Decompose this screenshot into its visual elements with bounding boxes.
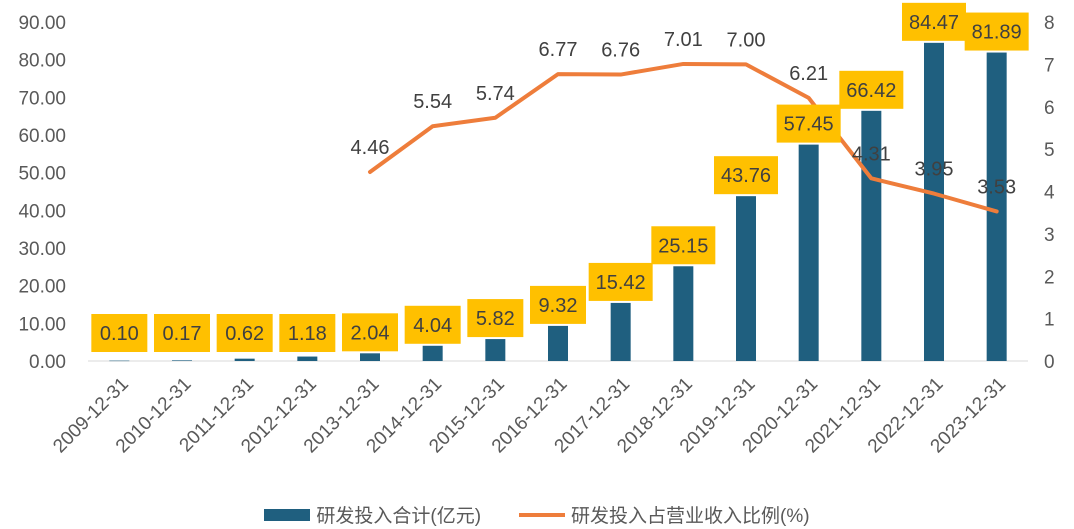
y-left-tick-label: 80.00 — [18, 51, 66, 72]
y-right-tick-label: 2 — [1044, 267, 1055, 288]
bar-data-label: 2.04 — [351, 322, 390, 344]
line-data-label: 7.00 — [727, 29, 766, 51]
line-data-label: 5.74 — [476, 83, 515, 105]
bar-label-box — [404, 305, 461, 344]
y-right-tick-label: 0 — [1044, 352, 1055, 373]
line-data-label: 6.21 — [789, 63, 828, 85]
legend: 研发投入合计(亿元) 研发投入占营业收入比例(%) — [0, 500, 1074, 529]
line-data-label: 3.95 — [915, 159, 954, 181]
bar-label-box — [839, 70, 904, 109]
bar-data-label: 81.89 — [972, 22, 1022, 44]
bar-label-box — [530, 285, 586, 324]
bar[interactable] — [485, 339, 506, 361]
bar-data-label: 9.32 — [539, 295, 578, 317]
y-left-tick-label: 50.00 — [18, 164, 66, 185]
bar[interactable] — [924, 42, 944, 362]
line-data-label: 3.53 — [977, 176, 1016, 198]
bar-data-label: 57.45 — [784, 114, 834, 136]
bar-data-label: 1.18 — [288, 323, 327, 345]
bar-data-label: 4.04 — [413, 315, 452, 337]
bar-label-box — [588, 262, 653, 301]
bar[interactable] — [798, 144, 819, 361]
bar-data-label: 43.76 — [721, 165, 771, 187]
bar-label-box — [902, 2, 966, 41]
legend-item-line[interactable]: 研发投入占营业收入比例(%) — [519, 501, 810, 528]
bar-data-label: 66.42 — [846, 80, 896, 102]
x-axis: 2009-12-312010-12-312011-12-312012-12-31… — [49, 360, 1028, 457]
bar-label-box — [714, 156, 778, 195]
y-left-tick-label: 40.00 — [18, 201, 66, 222]
bar-data-label: 5.82 — [476, 308, 515, 330]
y-right-tick-label: 1 — [1044, 310, 1055, 331]
bar-label-box — [776, 104, 841, 143]
bar[interactable] — [548, 325, 568, 361]
legend-line-swatch — [519, 512, 566, 517]
y-right-tick-label: 8 — [1044, 13, 1055, 34]
line-series — [368, 61, 999, 214]
bar[interactable] — [297, 356, 318, 361]
bar-label-box — [279, 314, 336, 352]
bar[interactable] — [360, 353, 380, 361]
bar[interactable] — [986, 52, 1007, 361]
bar-data-label: 25.15 — [658, 235, 708, 257]
bar-data-label: 0.62 — [225, 323, 264, 345]
line-data-label: 7.01 — [664, 29, 703, 51]
y-left-tick-label: 0.00 — [29, 352, 66, 373]
bar-label-box — [342, 313, 398, 352]
y-left-axis: 0.00 10.00 20.00 30.00 40.00 50.00 60.00 70.00 8… — [18, 13, 66, 373]
bar[interactable] — [422, 345, 443, 361]
bar-label-box — [651, 226, 716, 265]
legend-line-label: 研发投入占营业收入比例(%) — [571, 506, 810, 527]
y-left-tick-label: 10.00 — [18, 314, 66, 335]
legend-bar-label: 研发投入合计(亿元) — [316, 506, 482, 527]
y-right-tick-label: 4 — [1044, 183, 1055, 204]
bar[interactable] — [610, 302, 631, 361]
bar-label-box — [91, 314, 148, 352]
y-right-tick-label: 6 — [1044, 98, 1055, 119]
y-right-tick-label: 7 — [1044, 55, 1055, 76]
bar[interactable] — [736, 196, 756, 361]
line-data-label: 6.76 — [601, 40, 640, 62]
bar-data-label: 0.17 — [163, 323, 202, 345]
line-data-label: 4.31 — [852, 143, 891, 165]
y-right-tick-label: 3 — [1044, 225, 1055, 246]
line-data-label: 6.77 — [539, 39, 578, 61]
line-data-label: 4.46 — [351, 137, 390, 159]
bar-data-labels: 0.10 0.17 0.62 1.18 2.04 4.04 5.82 9.32 15.42 25.… — [91, 2, 1029, 352]
bar-label-box — [467, 299, 524, 338]
bar-data-label: 84.47 — [909, 12, 959, 34]
line-data-labels: 4.46 5.54 5.74 6.77 6.76 7.01 7.00 6.21 4.31 3.95… — [351, 29, 1017, 198]
legend-bar-swatch — [264, 508, 311, 521]
bar-data-label: 0.10 — [100, 323, 139, 345]
y-left-tick-label: 90.00 — [18, 13, 66, 34]
bar[interactable] — [673, 266, 694, 361]
bar[interactable] — [172, 360, 192, 361]
bar-label-box — [964, 12, 1029, 51]
bar-data-label: 15.42 — [596, 272, 646, 294]
y-right-tick-label: 5 — [1044, 140, 1055, 161]
y-right-axis: 0 1 2 3 4 5 6 7 8 — [1044, 13, 1055, 373]
bar-label-box — [154, 314, 210, 352]
legend-item-bar[interactable]: 研发投入合计(亿元) — [264, 501, 481, 528]
line-path[interactable] — [368, 61, 999, 214]
y-left-tick-label: 60.00 — [18, 126, 66, 147]
y-left-tick-label: 70.00 — [18, 88, 66, 109]
bar-label-box — [216, 314, 273, 352]
bar[interactable] — [234, 358, 255, 361]
bar[interactable] — [109, 360, 130, 362]
y-left-tick-label: 30.00 — [18, 239, 66, 260]
line-data-label: 5.54 — [413, 91, 452, 113]
y-left-tick-label: 20.00 — [18, 277, 66, 298]
chart: 0.00 10.00 20.00 30.00 40.00 50.00 60.00 70.00 8… — [18, 2, 1055, 457]
